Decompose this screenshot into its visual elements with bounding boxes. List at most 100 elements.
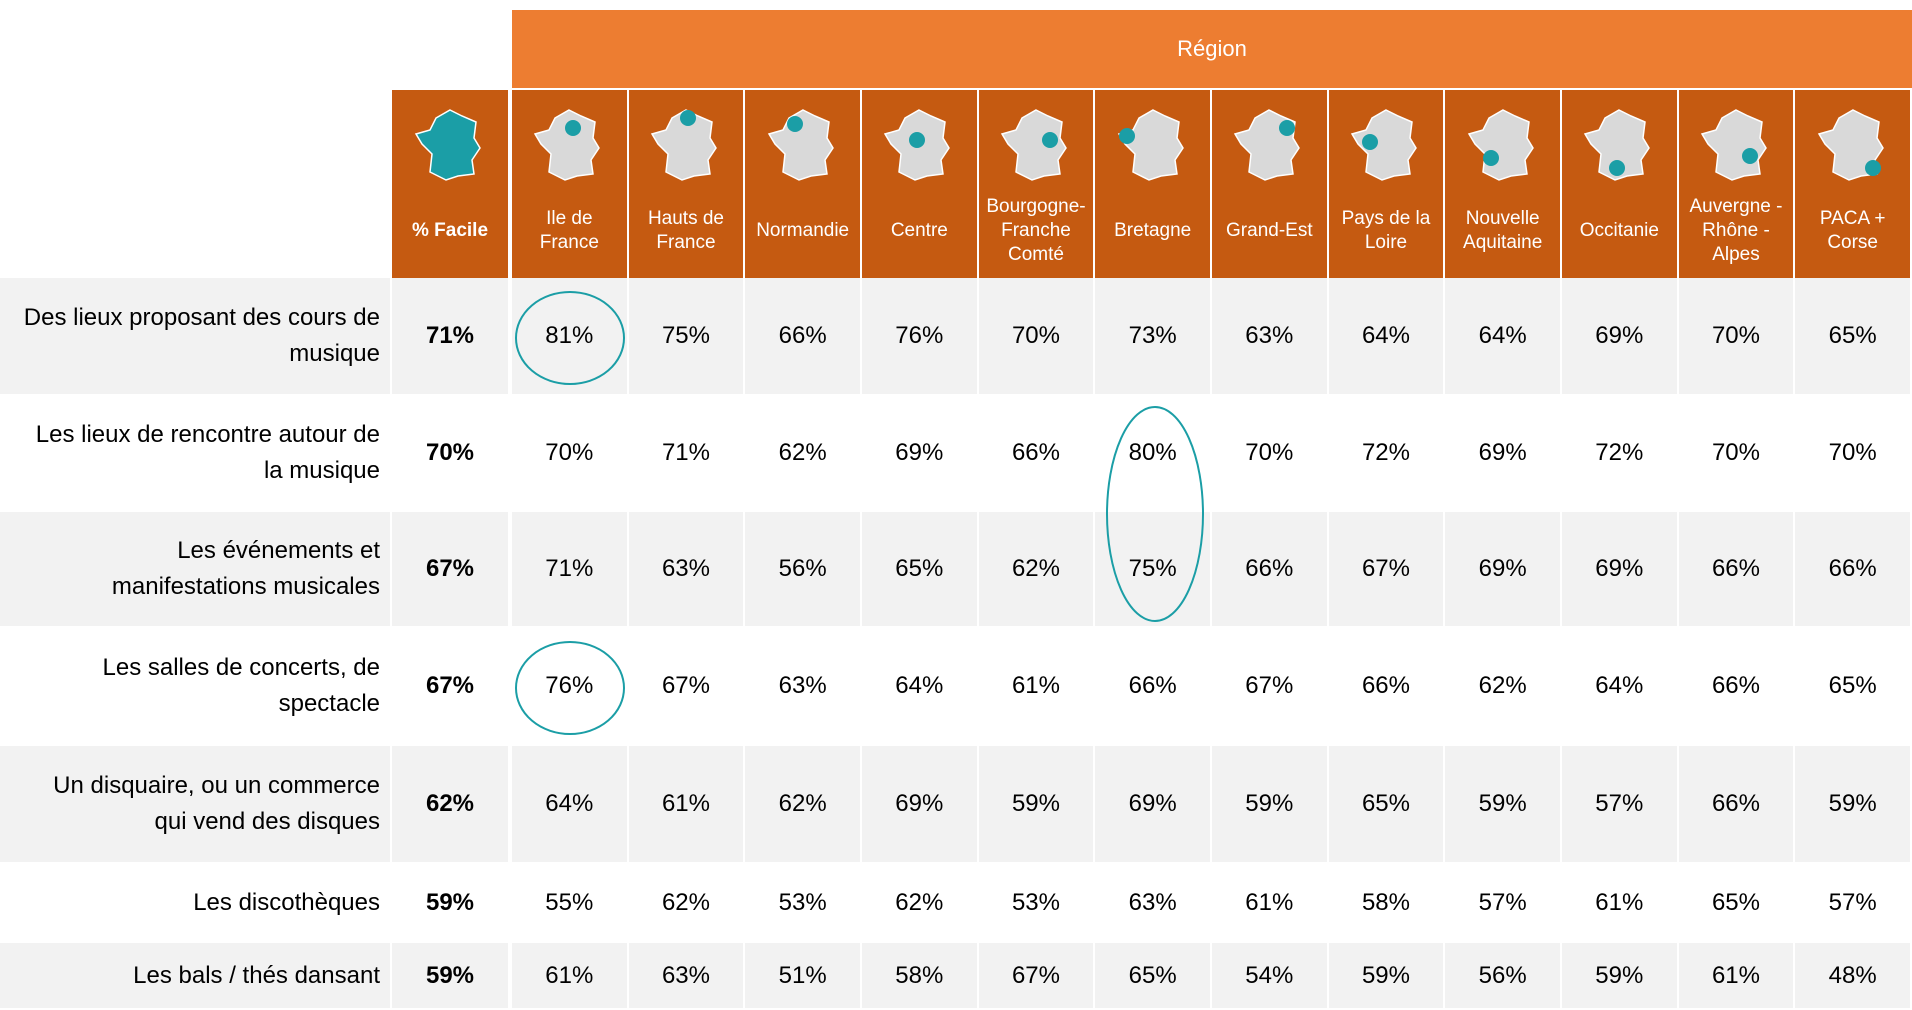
cell: 64% bbox=[1595, 672, 1644, 699]
cell: 59% bbox=[1445, 746, 1560, 862]
cell: 59% bbox=[1212, 746, 1327, 862]
cell: 69% bbox=[1562, 512, 1677, 626]
header-cell: Normandie bbox=[745, 90, 860, 278]
total-cell: 70% bbox=[425, 439, 475, 466]
header-label: Ile de France bbox=[539, 208, 599, 253]
cell: 61% bbox=[1678, 943, 1794, 1008]
cell: 63% bbox=[778, 672, 827, 699]
map-icon bbox=[1117, 109, 1184, 181]
cell: 61% bbox=[512, 943, 627, 1008]
total-cell: 59% bbox=[392, 943, 508, 1008]
cell: 66% bbox=[1128, 672, 1177, 699]
row-label: Les salles de concerts, de spectacle bbox=[102, 654, 381, 717]
cell: 71% bbox=[661, 439, 710, 466]
cell: 59% bbox=[1328, 943, 1444, 1008]
cell: 66% bbox=[1711, 672, 1760, 699]
cell: 66% bbox=[1795, 512, 1910, 626]
cell: 61% bbox=[1011, 672, 1060, 699]
cell: 59% bbox=[1795, 746, 1910, 862]
cell: 58% bbox=[1361, 888, 1410, 916]
cell: 61% bbox=[628, 746, 744, 862]
row-label: Les événements et manifestations musical… bbox=[0, 512, 390, 626]
header-label: Bretagne bbox=[1114, 220, 1192, 242]
map-icon bbox=[1817, 109, 1884, 181]
header-label: Pays de la Loire bbox=[1341, 208, 1431, 253]
row-label: Les discothèques bbox=[193, 888, 380, 916]
map-icon bbox=[1000, 109, 1067, 181]
cell: 70% bbox=[978, 278, 1094, 394]
map-icon bbox=[1467, 109, 1534, 181]
header-cell: Auvergne - Rhône - Alpes bbox=[1678, 90, 1794, 278]
map-icon bbox=[650, 109, 717, 181]
cell: 62% bbox=[661, 888, 710, 916]
cell: 63% bbox=[1212, 278, 1327, 394]
header-cell: Grand-Est bbox=[1212, 90, 1327, 278]
map-icon bbox=[534, 109, 601, 181]
cell: 63% bbox=[628, 943, 744, 1008]
cell: 70% bbox=[1245, 439, 1294, 466]
cell: 61% bbox=[1595, 888, 1644, 916]
cell: 65% bbox=[1828, 672, 1877, 699]
header-label: Nouvelle Aquitaine bbox=[1463, 208, 1543, 253]
header-cell: Occitanie bbox=[1562, 90, 1677, 278]
cell: 53% bbox=[1011, 888, 1060, 916]
cell: 69% bbox=[862, 746, 977, 862]
cell: 76% bbox=[545, 672, 594, 699]
header-cell: Hauts de France bbox=[628, 90, 744, 278]
total-cell: 71% bbox=[392, 278, 508, 394]
cell: 53% bbox=[778, 888, 827, 916]
cell: 57% bbox=[1828, 888, 1877, 916]
cell: 62% bbox=[895, 888, 944, 916]
row-label: Les lieux de rencontre autour de la musi… bbox=[35, 421, 380, 484]
cell: 63% bbox=[628, 512, 744, 626]
cell: 65% bbox=[862, 512, 977, 626]
header-label: Occitanie bbox=[1579, 220, 1659, 242]
cell: 66% bbox=[1678, 746, 1794, 862]
cell: 65% bbox=[1711, 888, 1760, 916]
total-cell: 67% bbox=[425, 672, 475, 699]
cell: 56% bbox=[1445, 943, 1560, 1008]
cell: 70% bbox=[1828, 439, 1877, 466]
map-icon bbox=[884, 109, 951, 181]
map-icon bbox=[1350, 109, 1417, 181]
cell: 59% bbox=[1562, 943, 1677, 1008]
cell: 63% bbox=[1128, 888, 1177, 916]
cell: 66% bbox=[1011, 439, 1060, 466]
map-icon bbox=[767, 109, 834, 181]
cell: 62% bbox=[978, 512, 1094, 626]
group-header: Région bbox=[512, 10, 1912, 88]
cell: 59% bbox=[978, 746, 1094, 862]
cell: 73% bbox=[1095, 278, 1210, 394]
header-cell: PACA + Corse bbox=[1795, 90, 1910, 278]
header-label: PACA + Corse bbox=[1819, 208, 1886, 253]
header-cell: Bourgogne-Franche Comté bbox=[978, 90, 1094, 278]
cell: 54% bbox=[1212, 943, 1327, 1008]
cell: 70% bbox=[1678, 278, 1794, 394]
cell: 62% bbox=[778, 439, 827, 466]
cell: 64% bbox=[1328, 278, 1444, 394]
total-cell: 62% bbox=[392, 746, 508, 862]
total-cell: 67% bbox=[392, 512, 508, 626]
cell: 69% bbox=[1478, 439, 1527, 466]
cell: 70% bbox=[1711, 439, 1760, 466]
cell: 67% bbox=[661, 672, 710, 699]
map-icon bbox=[1584, 109, 1651, 181]
header-cell: % Facile bbox=[392, 90, 508, 278]
cell: 64% bbox=[512, 746, 627, 862]
header-cell: Pays de la Loire bbox=[1328, 90, 1444, 278]
cell: 75% bbox=[628, 278, 744, 394]
cell: 75% bbox=[1095, 512, 1210, 626]
cell: 65% bbox=[1328, 746, 1444, 862]
header-cell: Centre bbox=[862, 90, 977, 278]
map-icon bbox=[1234, 109, 1301, 181]
cell: 72% bbox=[1595, 439, 1644, 466]
header-cell: Bretagne bbox=[1095, 90, 1210, 278]
cell: 58% bbox=[862, 943, 977, 1008]
header-cell: Nouvelle Aquitaine bbox=[1445, 90, 1560, 278]
cell: 72% bbox=[1361, 439, 1410, 466]
cell: 69% bbox=[1562, 278, 1677, 394]
row-label: Les bals / thés dansant bbox=[0, 943, 390, 1008]
total-cell: 59% bbox=[425, 888, 475, 916]
cell: 66% bbox=[745, 278, 860, 394]
